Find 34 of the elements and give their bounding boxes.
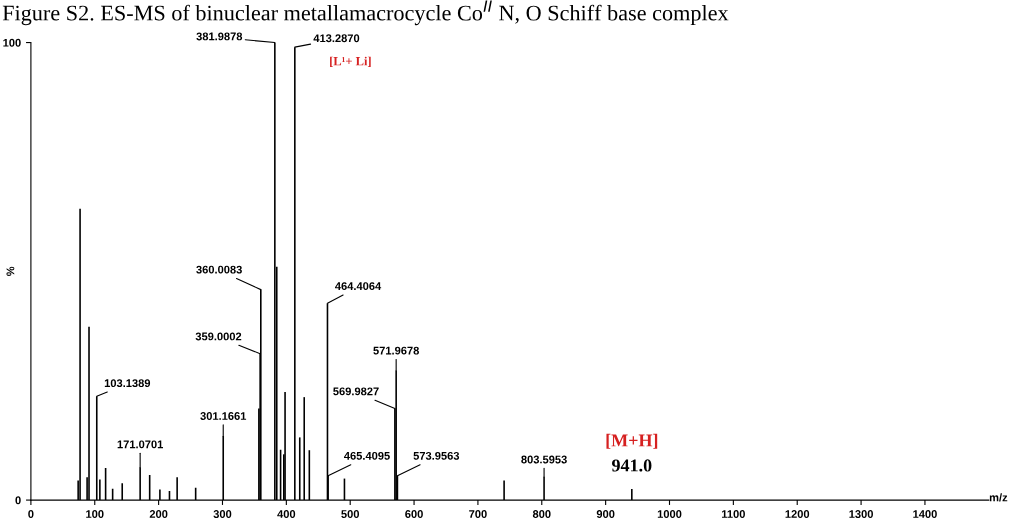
annotation: 103.1389 [104,379,151,388]
annotation: 381.9878 [196,32,243,41]
x-tick-label: 1400 [913,510,937,518]
x-tick-label: 500 [341,510,360,518]
annotation: 569.9827 [333,387,379,396]
x-tick-label: 100 [86,510,104,518]
annotation: 360.0083 [196,265,242,274]
chart-title: Figure S2. ES-MS of binuclear metallamacrocycle Co$^{II}$ N, O Schiff base complex [2,0,729,26]
annotation: 573.9563 [413,451,460,460]
x-tick-label: 1000 [657,510,682,518]
x-axis-title: m/z [989,493,1008,502]
annotation: 803.5953 [521,455,567,464]
x-tick-label: 0 [28,510,34,518]
x-tick-label: 900 [596,510,615,518]
x-tick-label: 300 [213,510,232,518]
x-tick-label: 1300 [849,510,873,518]
x-tick-label: 400 [277,510,296,518]
x-tick-label: 200 [149,510,168,518]
annotation: 171.0701 [117,440,164,449]
annotation: 359.0002 [195,332,242,341]
annotation: 941.0 [612,459,652,472]
x-tick-label: 1100 [722,510,745,518]
annotation: 301.1661 [200,412,247,420]
y-axis-title: % [6,266,15,276]
x-tick-label: 700 [469,510,487,518]
x-tick-label: 600 [405,510,423,518]
annotation: 571.9678 [373,346,419,355]
annotation: 413.2870 [313,34,360,43]
annotation: 465.4095 [344,451,390,460]
annotation: 464.4064 [335,282,382,291]
x-tick-label: 800 [532,510,551,518]
annotation: [L¹+ Li] [330,56,371,67]
annotation: [M+H] [606,433,658,449]
x-tick-label: 1200 [785,510,810,518]
